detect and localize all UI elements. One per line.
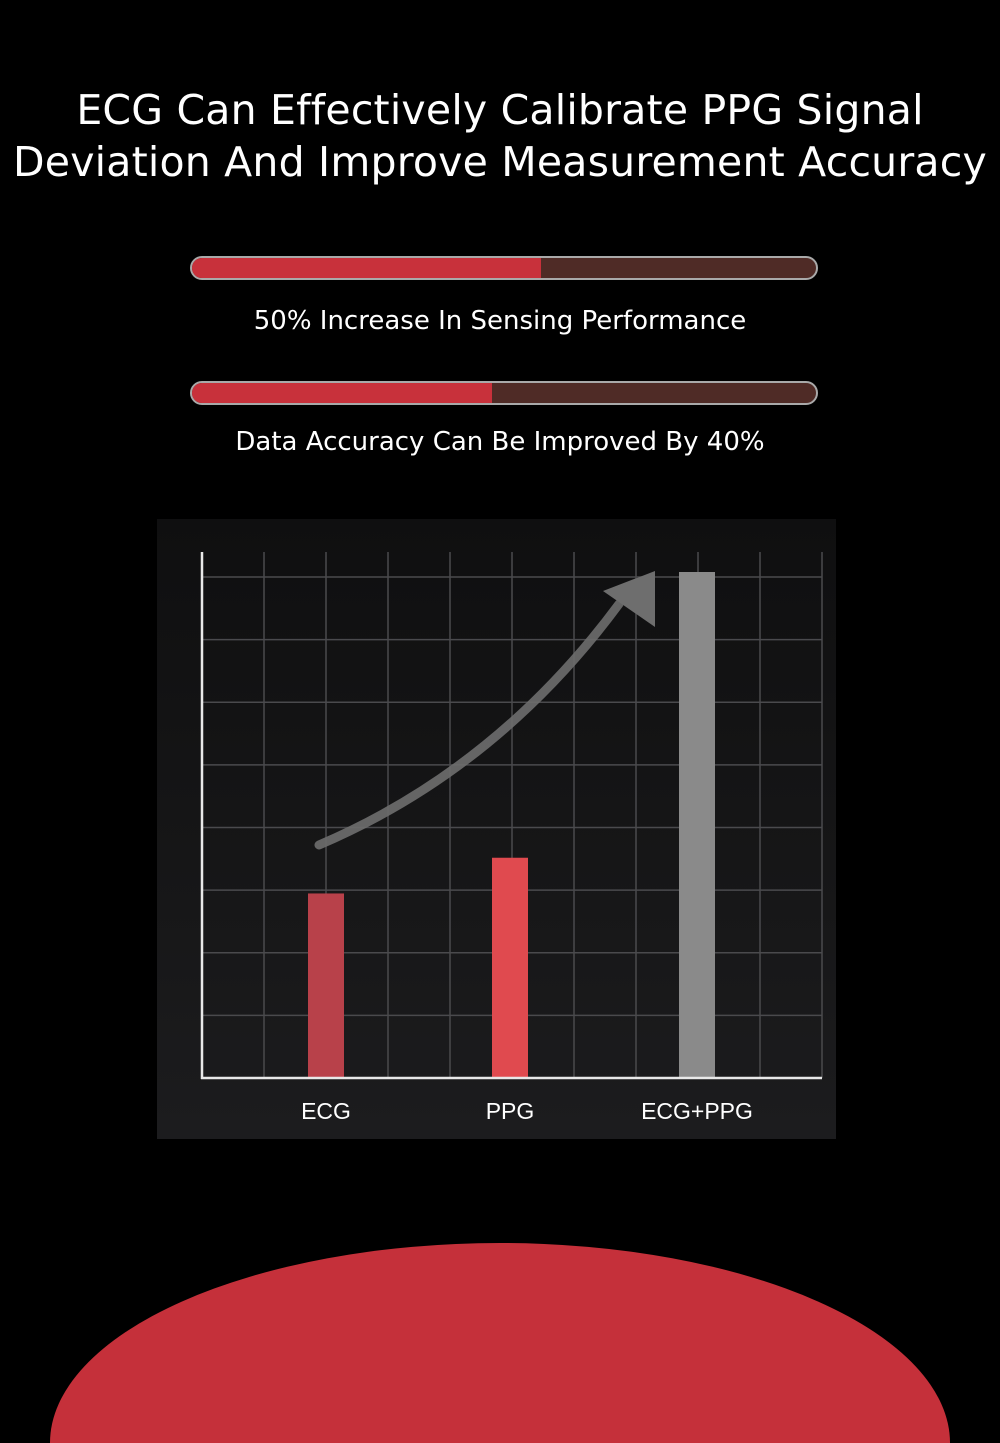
sensing-performance-label: 50% Increase In Sensing Performance [253, 306, 747, 336]
progress-fill [192, 383, 492, 403]
decorative-red-arc [50, 1243, 950, 1443]
x-tick-label: ECG+PPG [641, 1098, 753, 1124]
bar-ppg [492, 857, 528, 1078]
bar-chart: ECG PPG ECG+PPG [200, 552, 823, 1124]
x-tick-label: ECG [301, 1098, 351, 1124]
bar-ecg [308, 893, 344, 1078]
data-accuracy-label: Data Accuracy Can Be Improved By 40% [235, 427, 765, 457]
bar-ecg-plus-ppg [679, 572, 715, 1078]
progress-fill [192, 258, 542, 278]
page-title: ECG Can Effectively Calibrate PPG Signal… [0, 84, 1000, 188]
trend-arrow-curve [314, 599, 624, 850]
x-tick-label: PPG [486, 1098, 535, 1124]
data-accuracy-progress-bar [190, 381, 818, 405]
sensing-performance-progress-bar [190, 256, 818, 280]
trend-arrow-head [603, 571, 655, 627]
title-line-2: Deviation And Improve Measurement Accura… [13, 138, 987, 186]
title-line-1: ECG Can Effectively Calibrate PPG Signal [76, 86, 924, 134]
